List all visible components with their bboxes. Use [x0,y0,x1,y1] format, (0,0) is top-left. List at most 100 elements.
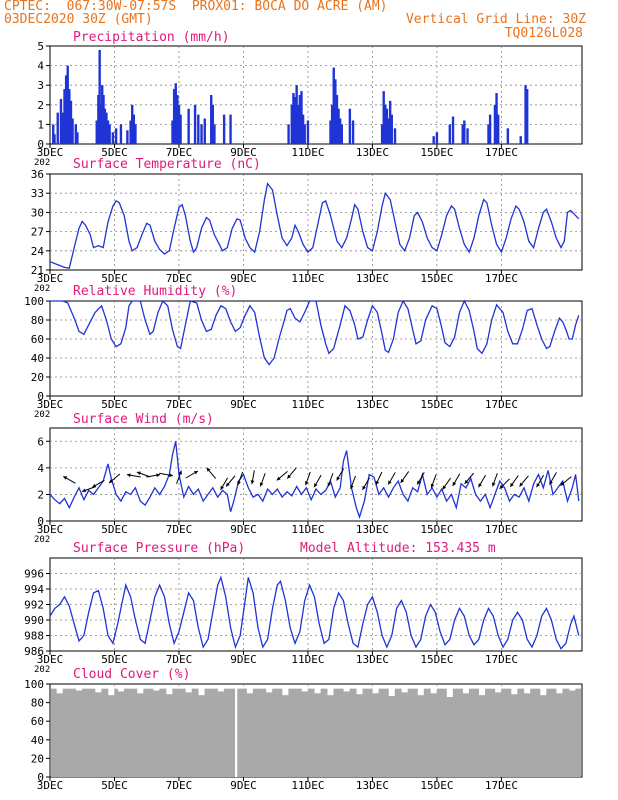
precip-bar [488,114,492,144]
precip-bar [519,136,522,144]
wind-arrow-head [126,473,131,478]
wind-arrow-head [206,467,211,472]
y-tick-label: 2 [37,99,44,112]
wind-arrow-head [336,476,341,481]
precip-bar [200,124,203,144]
precip-bar [525,89,529,144]
precip-bar [111,132,115,144]
precip-bar [71,118,74,144]
precip-bar [229,114,232,144]
precip-bar [384,104,387,144]
wind-arrow-head [452,481,457,486]
precip-bar [187,108,190,144]
precip-bar [210,95,213,144]
precip-bar [193,104,197,144]
precip-bar [95,120,98,144]
wind-arrow-head [442,485,447,490]
x-tick-label: 17DEC [485,653,518,666]
x-tick-label: 9DEC [230,398,257,411]
precip-bar [61,112,65,144]
wind-arrow-head [314,483,318,488]
precip-bar [293,96,297,144]
wind-arrow-head [536,483,541,488]
wind-arrow-head [388,480,392,485]
wind-arrow-head [560,481,565,486]
wind-arrow-head [304,481,309,486]
cloud-cover-dip [540,687,547,696]
wind-arrow-head [499,484,504,489]
cloud-cover-dip [417,687,424,696]
plot-frame [49,300,583,397]
precip-bar [432,136,435,144]
x-tick-label: 13DEC [356,398,389,411]
precip-bar [106,120,110,144]
x-tick-label: 13DEC [356,146,389,159]
x-tick-label: 3DEC [37,398,64,411]
wind-arrow-head [178,470,182,475]
cloud-cover-dip [217,687,224,692]
x-tick-label: 7DEC [166,398,193,411]
cloud-cover-dip [76,687,83,691]
panel-title: Surface Pressure (hPa) [73,541,245,556]
x-tick-label: 15DEC [420,523,453,536]
x-tick-label: 17DEC [485,398,518,411]
y-tick-label: 60 [31,333,44,346]
x-tick-label: 17DEC [485,779,518,792]
x-tick-label: 13DEC [356,653,389,666]
y-tick-label: 100 [24,678,44,691]
wind-arrow-head [430,483,435,488]
cloud-cover-dip [388,687,395,697]
cloud-cover-dip [153,687,160,691]
x-tick-label: 15DEC [420,779,453,792]
header-date: 03DEC2020 30Z (GMT) [4,12,153,27]
wind-arrow-head [417,480,421,485]
precip-bar [348,108,352,144]
precip-bar [451,116,455,144]
y-tick-label: 996 [24,568,44,581]
precip-bar [203,118,206,144]
precip-bar [334,79,337,144]
y-tick-label: 992 [24,599,44,612]
wind-arrow-head [400,478,405,483]
precip-bar [213,124,216,144]
wind-arrow-head [327,482,332,487]
header-title: CPTEC: 067:30W-07:57S PROX01: BOCA DO AC… [4,0,388,14]
x-tick-label: 17DEC [485,146,518,159]
x-tick-label: 9DEC [230,779,257,792]
cloud-cover-dip [372,687,379,694]
cloud-cover-dip [56,687,63,694]
x-tick-label: 11DEC [291,779,324,792]
precip-bar [306,120,310,144]
precip-bar [102,95,105,144]
cloud-cover-dip [343,687,350,692]
wind-arrow-head [237,481,241,486]
x-tick-label: 5DEC [101,653,128,666]
x-tick-label: 9DEC [230,523,257,536]
wind-arrow-head [92,483,97,488]
precip-bar [98,49,101,144]
header-grid-note: Vertical Grid Line: 30Z [405,12,586,27]
x-tick-label: 7DEC [166,146,193,159]
x-tick-label: 5DEC [101,523,128,536]
x-tick-label: 5DEC [101,272,128,285]
precip-bar [171,120,174,144]
panel-title: Surface Wind (m/s) [73,412,214,427]
wind-arrow-head [259,482,264,487]
precip-bar [97,95,100,144]
cloud-cover-dip [301,687,308,692]
precip-bar [76,132,79,144]
precip-bar [134,124,137,144]
precip-bar [461,124,464,144]
y-tick-label: 60 [31,715,44,728]
plot-frame [49,173,583,271]
precip-bar [99,104,103,144]
precip-bar [290,104,294,144]
cloud-cover-dip [569,687,576,691]
precip-bar [330,104,334,144]
cloud-cover-dip [185,687,192,693]
precip-bar [174,83,177,144]
x-tick-label: 7DEC [166,653,193,666]
cloud-cover-dip [117,687,124,692]
precip-bar [487,124,490,144]
precip-bar [448,124,452,144]
